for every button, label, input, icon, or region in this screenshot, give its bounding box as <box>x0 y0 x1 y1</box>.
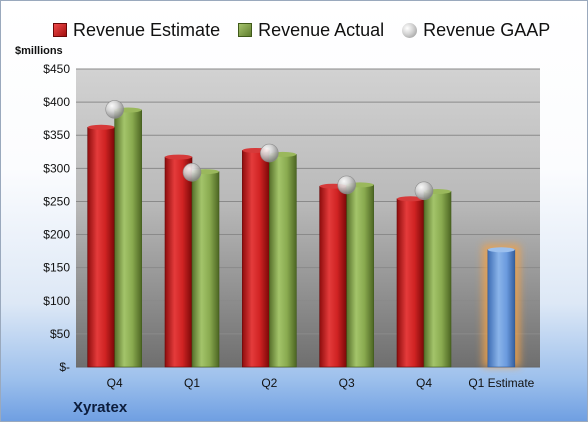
bar-revenue-actual <box>114 109 142 368</box>
legend-swatch-red <box>53 23 67 37</box>
legend-marker-ball <box>402 22 418 38</box>
y-tick-label: $100 <box>43 294 70 308</box>
bar-revenue-actual <box>269 154 297 368</box>
bar-revenue-estimate-top <box>87 124 115 130</box>
y-tick-label: $350 <box>43 128 70 142</box>
y-tick-label: $450 <box>43 62 70 76</box>
bar-revenue-actual <box>346 184 374 368</box>
bar-revenue-estimate <box>164 156 193 368</box>
marker-revenue-gaap <box>337 175 356 195</box>
marker-revenue-gaap <box>414 181 434 201</box>
y-tick-label: $50 <box>50 327 70 341</box>
y-tick-label: $200 <box>43 228 70 242</box>
marker-revenue-gaap <box>182 163 202 182</box>
legend-label: Revenue Actual <box>258 19 385 40</box>
legend-label: Revenue GAAP <box>423 19 551 40</box>
legend-item-revenue-actual: Revenue Actual <box>238 20 384 41</box>
legend-swatch-green <box>238 23 253 37</box>
y-tick-label: $250 <box>43 194 70 208</box>
marker-revenue-gaap <box>105 100 124 119</box>
y-axis-unit-label: $millions <box>15 45 63 57</box>
bar-revenue-estimate <box>87 126 115 368</box>
bar-revenue-actual <box>191 171 220 368</box>
x-tick-label: Q1 <box>184 376 200 390</box>
x-tick-label: Q4 <box>107 376 123 390</box>
bar-forecast-top <box>487 247 515 253</box>
y-tick-label: $150 <box>43 261 70 275</box>
x-tick-label: Q3 <box>339 376 355 390</box>
y-tick-label: $400 <box>43 95 70 109</box>
bar-revenue-actual <box>423 191 452 368</box>
y-tick-label: $- <box>59 360 70 374</box>
legend-label: Revenue Estimate <box>73 19 221 40</box>
x-tick-label: Q2 <box>261 376 277 390</box>
plot-area <box>76 69 540 367</box>
y-tick-label: $300 <box>43 161 70 175</box>
bar-revenue-estimate <box>242 150 270 368</box>
bar-revenue-estimate-top <box>165 154 192 160</box>
bar-revenue-estimate-top <box>397 196 424 202</box>
x-tick-label: Q1 Estimate <box>468 376 534 390</box>
legend-item-revenue-estimate: Revenue Estimate <box>53 20 220 41</box>
chart-legend: Revenue Estimate Revenue Actual Revenue … <box>53 18 550 42</box>
bar-forecast <box>487 249 516 368</box>
x-tick-label: Q4 <box>416 376 432 390</box>
bar-revenue-estimate <box>319 185 347 368</box>
legend-item-revenue-gaap: Revenue GAAP <box>402 20 550 41</box>
marker-revenue-gaap <box>260 143 279 163</box>
bar-revenue-estimate <box>396 198 425 368</box>
company-name: Xyratex <box>73 399 128 416</box>
